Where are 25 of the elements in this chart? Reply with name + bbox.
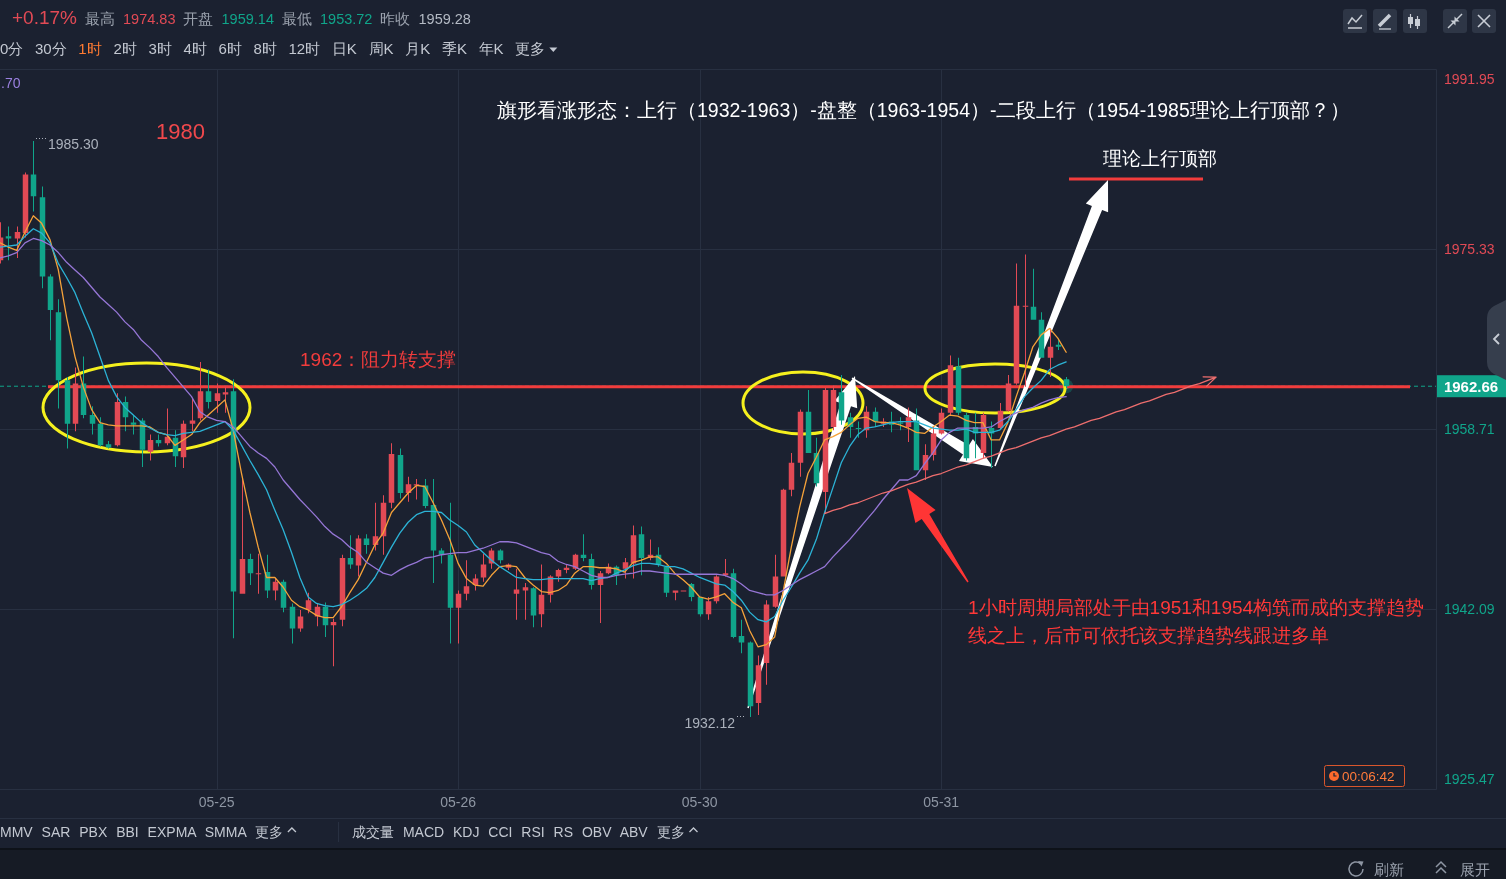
y-tick-label: 1975.33 (1444, 241, 1495, 257)
y-tick-label: 1958.71 (1444, 421, 1495, 437)
annotation: 1980 (156, 119, 205, 144)
annotation: 1985.30 (48, 135, 99, 152)
y-tick-label: 1925.47 (1444, 771, 1495, 787)
x-tick-label: 05-26 (440, 794, 477, 810)
ref-line-label: 理论上行顶部 (1103, 148, 1217, 169)
text: 成交量 MACD KDJ CCI RSI RS OBV ABV 更多 (352, 824, 685, 840)
annotation: 00:06:42 (1342, 769, 1395, 784)
x-tick-label: 05-31 (923, 794, 960, 810)
annotation: 1932.12 (684, 714, 736, 731)
ref-line-label: 1962：阻力转支撑 (300, 349, 457, 370)
text: +0.17% 最高 1974.83 开盘 1959.14 最低 1953.72 昨收 1959.28 (12, 7, 471, 28)
annotation: 1小时周期局部处于由1951和1954构筑而成的支撑趋势线之上，后市可依托该支撑趋势线跟进多单 (968, 597, 1425, 646)
text: 刷新 (1374, 861, 1404, 878)
x-tick-label: 05-30 (681, 794, 718, 810)
text: 展开 (1460, 861, 1490, 878)
ref-line-label: 1962.66 (1443, 377, 1499, 395)
annotation: .70 (1, 75, 21, 91)
y-tick-label: 1991.95 (1444, 71, 1495, 87)
text: 0分 30分 1时 2时 3时 4时 6时 8时 12时 日K 周K 月K 季K 年K 更多 (0, 40, 546, 57)
text: MMV SAR PBX BBI EXPMA SMMA 更多 (0, 824, 283, 840)
text: 旗形看涨形态：上行（1932-1963）-盘整（1963-1954）-二段上行（1954-1985理论上行顶部？） (497, 99, 1350, 121)
x-tick-label: 05-25 (198, 794, 235, 810)
y-tick-label: 1942.09 (1444, 601, 1495, 617)
